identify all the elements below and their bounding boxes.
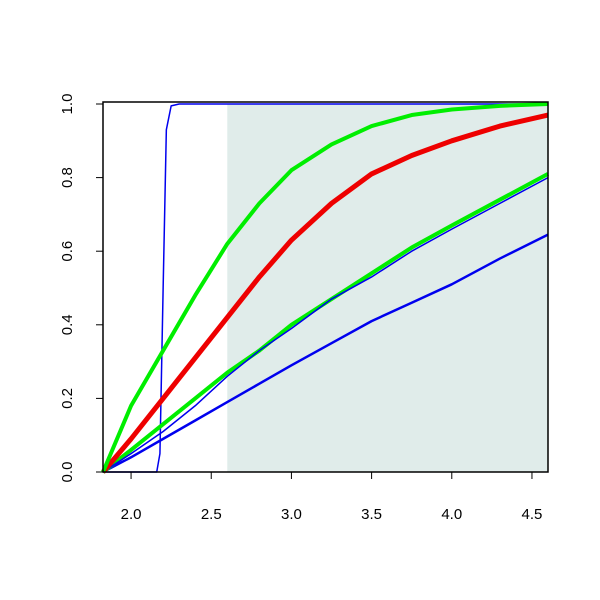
x-tick-label: 2.5 <box>201 506 222 523</box>
x-tick-label: 2.0 <box>121 506 142 523</box>
curve <box>101 112 549 474</box>
y-tick-label: 0.2 <box>59 388 76 409</box>
x-tick-label: 3.5 <box>361 506 382 523</box>
curve <box>103 103 548 473</box>
y-tick-label: 0.6 <box>59 241 76 262</box>
x-tick-label: 3.0 <box>281 506 302 523</box>
curve <box>102 233 549 474</box>
y-tick-label: 0.8 <box>59 167 76 188</box>
y-tick-label: 0.4 <box>59 314 76 335</box>
y-tick-label: 1.0 <box>59 94 76 115</box>
shaded-region <box>227 104 548 472</box>
plot-frame <box>102 101 549 473</box>
curve <box>102 176 549 473</box>
x-tick-label: 4.5 <box>522 506 543 523</box>
curve <box>101 102 549 473</box>
y-tick-label: 0.0 <box>59 462 76 483</box>
x-tick-label: 4.0 <box>441 506 462 523</box>
curve <box>101 172 549 474</box>
